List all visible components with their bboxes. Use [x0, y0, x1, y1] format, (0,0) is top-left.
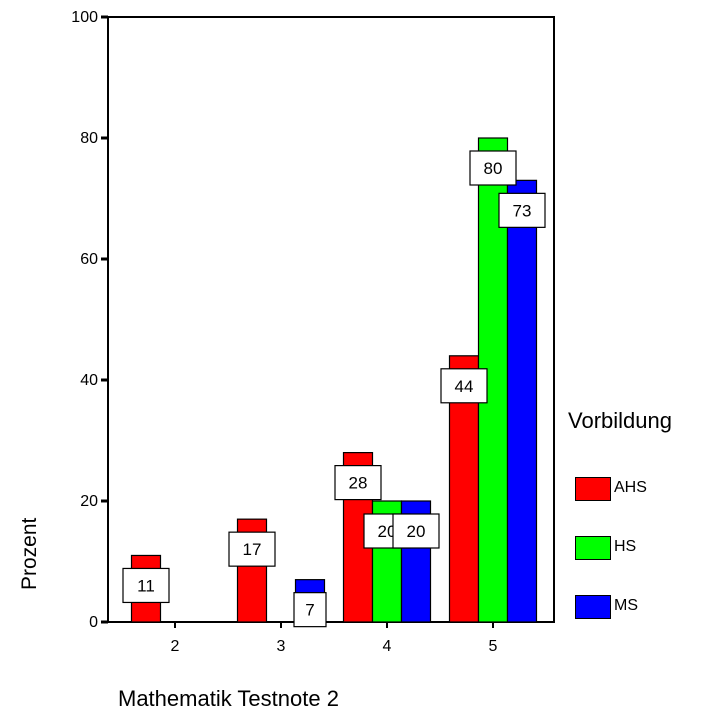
- data-label-box: [498, 192, 546, 228]
- data-label-box: [469, 150, 517, 186]
- data-label-box: [392, 513, 440, 549]
- x-tick-label: 2: [171, 638, 180, 655]
- data-label-box: [440, 368, 488, 404]
- plot-frame: [107, 16, 555, 623]
- legend-label-ms: MS: [614, 597, 638, 614]
- y-axis-label: Prozent: [18, 517, 41, 590]
- y-tick-label: 0: [89, 614, 98, 631]
- data-label-box: [228, 531, 276, 567]
- x-tick-label: 4: [383, 638, 392, 655]
- legend-swatch-ms: [575, 595, 611, 619]
- data-label: 44: [455, 377, 474, 396]
- data-label-box: [122, 567, 170, 604]
- y-tick-label: 60: [80, 251, 98, 268]
- legend-title: Vorbildung: [568, 408, 672, 433]
- data-label: 73: [513, 201, 532, 220]
- data-label-box: [334, 465, 382, 501]
- data-label: 28: [349, 474, 368, 493]
- data-label-box: [293, 592, 327, 628]
- data-label: 80: [484, 159, 503, 178]
- y-tick-label: 20: [80, 493, 98, 510]
- y-tick-label: 40: [80, 372, 98, 389]
- legend-swatch-ahs: [575, 477, 611, 501]
- legend-swatch-hs: [575, 536, 611, 560]
- legend-label-hs: HS: [614, 538, 637, 555]
- data-label: 7: [305, 601, 314, 620]
- data-label: 20: [407, 522, 426, 541]
- y-tick-label: 100: [71, 9, 98, 26]
- data-label: 20: [378, 522, 397, 541]
- x-tick-label: 5: [489, 638, 498, 655]
- legend-label-ahs: AHS: [614, 479, 647, 496]
- bar-ms-5: [506, 179, 538, 623]
- x-axis-label: Mathematik Testnote 2: [118, 686, 339, 711]
- data-label: 17: [243, 540, 262, 559]
- x-tick-label: 3: [277, 638, 286, 655]
- y-tick-label: 80: [80, 130, 98, 147]
- data-label: 11: [137, 576, 155, 595]
